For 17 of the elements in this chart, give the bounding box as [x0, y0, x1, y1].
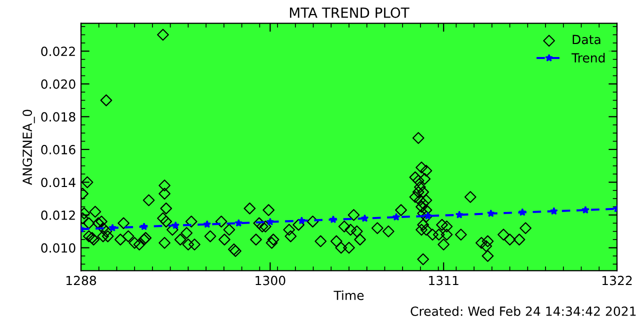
y-tick-label: 0.020 [41, 79, 76, 89]
y-tick-label: 0.010 [41, 243, 76, 253]
y-tick-label: 0.014 [41, 178, 76, 188]
x-tick-label: 1311 [429, 276, 458, 286]
legend-label: Trend [572, 52, 605, 63]
x-tick-label: 1288 [66, 276, 96, 286]
y-tick-label: 0.012 [41, 210, 75, 220]
x-tick-label: 1322 [602, 276, 632, 286]
x-axis-title: Time [334, 290, 364, 300]
y-tick-label: 0.018 [41, 112, 76, 122]
chart-title: MTA TREND PLOT [290, 7, 410, 18]
legend-label: Data [572, 34, 600, 44]
y-tick-label: 0.016 [41, 144, 76, 154]
x-tick-label: 1300 [256, 276, 286, 286]
y-axis-title: ANGZNEA_0 [22, 110, 35, 185]
y-tick-label: 0.022 [41, 46, 75, 56]
text: Created: Wed Feb 24 14:34:42 2021 [410, 306, 636, 316]
